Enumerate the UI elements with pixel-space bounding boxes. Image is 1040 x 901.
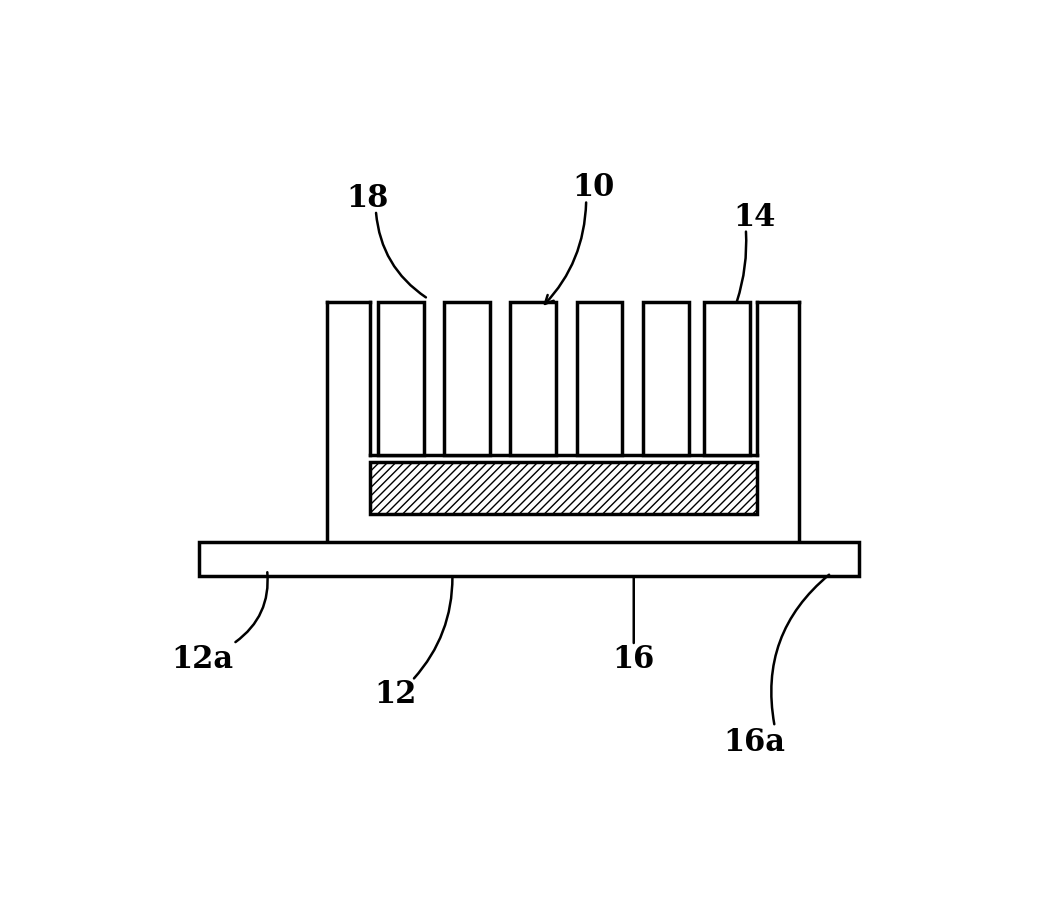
Text: 14: 14 xyxy=(733,202,776,232)
Text: 16a: 16a xyxy=(724,727,785,759)
Bar xyxy=(444,303,490,455)
Bar xyxy=(576,303,623,455)
Bar xyxy=(379,303,424,455)
Bar xyxy=(370,462,757,514)
Bar xyxy=(704,303,750,455)
Polygon shape xyxy=(328,303,799,552)
Bar xyxy=(199,542,859,576)
Bar xyxy=(511,303,556,455)
Text: 18: 18 xyxy=(346,183,389,214)
Text: 10: 10 xyxy=(572,172,615,204)
Text: 16: 16 xyxy=(613,644,655,675)
Text: 12: 12 xyxy=(374,678,417,710)
Bar xyxy=(643,303,688,455)
Text: 12a: 12a xyxy=(172,644,234,675)
